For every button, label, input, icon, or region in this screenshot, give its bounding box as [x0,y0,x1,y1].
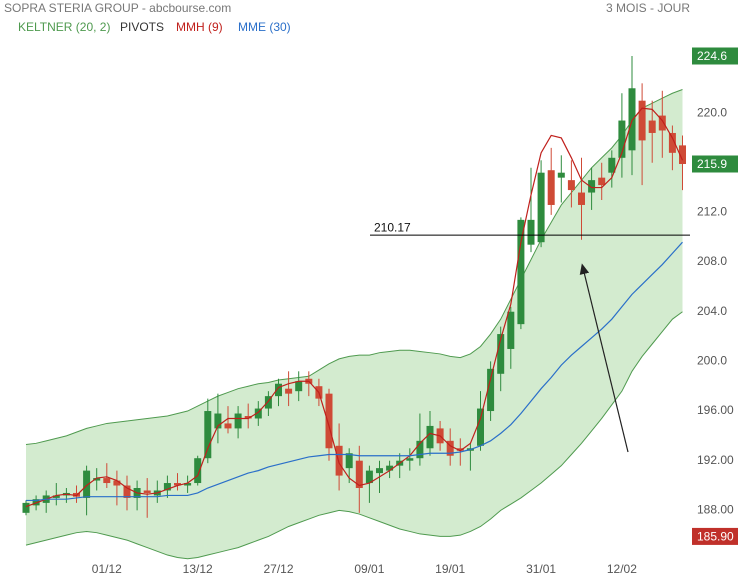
candle-body [143,490,151,493]
candle-body [648,120,656,133]
y-tick-label: 196.00 [697,403,734,417]
candle-body [83,470,91,498]
candle-body [184,483,192,486]
candle-body [668,132,676,153]
price-tag [692,155,738,173]
x-tick-label: 31/01 [526,562,556,576]
candle-body [345,453,353,469]
x-tick-label: 13/12 [183,562,213,576]
candle-body [275,383,282,397]
candle-body [567,180,575,191]
candle-body [588,180,596,193]
candle-body [254,408,262,419]
candle-body [477,408,484,446]
candle-body [325,393,333,449]
price-tag-label: 215.9 [697,157,727,171]
candle-body [456,448,464,451]
candle-body [103,478,111,484]
candle-body [22,502,30,513]
candle-body [123,485,131,498]
candle-body [194,458,202,484]
price-tag [692,527,738,545]
y-tick-label: 188.00 [697,503,734,517]
candle-body [365,470,373,484]
y-tick-label: 192.00 [697,453,734,467]
candle-body [234,413,242,429]
candle-body [557,172,565,178]
candle-body [497,334,505,374]
candle-body [679,145,686,164]
candle-body [52,495,60,498]
x-tick-label: 27/12 [263,562,293,576]
y-tick-label: 208.0 [697,254,727,268]
price-tag [692,47,738,65]
candle-body [507,311,515,349]
candle-body [295,381,303,392]
candle-body [163,483,171,491]
candle-body [113,480,121,486]
candle-body [598,177,606,186]
y-tick-label: 212.0 [697,205,727,219]
candle-body [224,423,232,429]
chart-title: SOPRA STERIA GROUP - abcbourse.com [4,1,231,15]
candle-body [244,416,252,419]
keltner-lower [25,311,683,560]
candle-body [527,219,535,245]
candle-body [487,368,495,412]
candle-body [537,172,545,243]
y-tick-label: 220.0 [697,105,727,119]
x-tick-label: 12/02 [607,562,637,576]
candle-body [446,440,454,456]
x-tick-label: 01/12 [92,562,122,576]
legend-mme: MME (30) [238,20,291,34]
candle-body [618,120,626,158]
candle-body [355,460,363,488]
candle-body [264,396,272,409]
candle-body [416,440,424,459]
candle-body [93,478,101,481]
price-tag-label: 185.90 [697,530,734,544]
legend-pivots: PIVOTS [120,20,164,34]
legend-mmh: MMH (9) [176,20,223,34]
candle-body [638,100,646,141]
y-tick-label: 200.0 [697,354,727,368]
ma-line [26,241,683,502]
candle-body [608,157,616,173]
x-tick-label: 09/01 [354,562,384,576]
period: 3 MOIS - JOUR [606,1,690,15]
x-tick-label: 19/01 [435,562,465,576]
candle-body [386,465,394,471]
candle-body [406,458,414,461]
annotation-arrow [579,263,629,453]
ma-line [25,107,684,508]
keltner-upper [25,89,683,446]
candle-body [578,192,585,205]
candle-body [285,388,293,394]
candle-body [174,483,181,486]
keltner-band [26,89,683,559]
candle-body [658,115,666,131]
candle-body [628,88,636,151]
candle-body [214,413,222,429]
candle-body [204,411,212,459]
pivot-label: 210.17 [374,220,411,234]
y-tick-label: 204.0 [697,304,727,318]
price-tag-label: 224.6 [697,49,727,63]
candle-body [547,170,555,205]
candle-body [335,445,343,476]
candle-body [517,219,525,325]
candle-body [426,425,434,449]
candle-body [376,468,383,474]
legend-keltner: KELTNER (20, 2) [18,20,110,34]
